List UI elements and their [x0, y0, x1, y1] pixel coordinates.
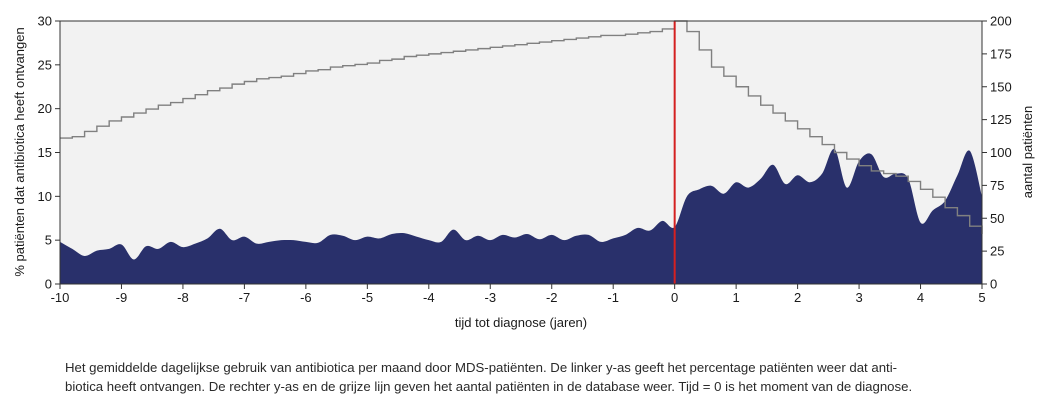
y-left-tick-label: 20	[38, 101, 52, 116]
y-right-tick-label: 0	[990, 277, 997, 292]
x-tick-label: 5	[978, 290, 985, 305]
y-left-tick-label: 25	[38, 57, 52, 72]
caption-line-1: Het gemiddelde dagelijkse gebruik van an…	[65, 360, 898, 375]
x-tick-label: -3	[484, 290, 496, 305]
y-right-tick-label: 125	[990, 112, 1012, 127]
y-right-tick-label: 200	[990, 14, 1012, 29]
x-tick-label: -8	[177, 290, 189, 305]
patient-count-series	[60, 20, 983, 235]
caption-line-2: biotica heeft ontvangen. De rechter y-as…	[65, 379, 913, 394]
x-tick-label: -2	[546, 290, 558, 305]
figure-caption: Het gemiddelde dagelijkse gebruik van an…	[65, 358, 1015, 396]
y-axis-left-label: % patiënten dat antibiotica heeft ontvan…	[12, 27, 27, 276]
x-tick-label: 2	[794, 290, 801, 305]
patient-count-line	[60, 20, 983, 235]
y-right-tick-label: 50	[990, 211, 1004, 226]
y-left-tick-label: 30	[38, 14, 52, 29]
antibiotics-area	[60, 148, 982, 284]
y-axis-right-label: aantal patiënten	[1020, 106, 1035, 199]
x-axis-label: tijd tot diagnose (jaren)	[455, 315, 587, 330]
x-tick-label: -5	[362, 290, 374, 305]
x-tick-label: -6	[300, 290, 312, 305]
chart: -10 -9 -8 -7 -6 -5 -4 -3 -2 -1 0 1 2 3 4 50510152025300…	[12, 14, 1035, 331]
antibiotics-area-series	[60, 148, 982, 284]
x-tick-label: -7	[239, 290, 251, 305]
x-tick-label: 0	[671, 290, 678, 305]
y-left-tick-label: 15	[38, 145, 52, 160]
y-left-tick-label: 10	[38, 189, 52, 204]
y-right-tick-label: 25	[990, 244, 1004, 259]
x-tick-label: -1	[607, 290, 619, 305]
x-tick-label: -4	[423, 290, 435, 305]
y-right-tick-label: 150	[990, 79, 1012, 94]
tick-labels: -10 -9 -8 -7 -6 -5 -4 -3 -2 -1 0 1 2 3 4 50510152025300…	[38, 14, 1012, 306]
x-tick-label: 1	[733, 290, 740, 305]
x-tick-label: -9	[116, 290, 128, 305]
y-right-tick-label: 175	[990, 46, 1012, 61]
y-left-tick-label: 5	[45, 233, 52, 248]
y-right-tick-label: 75	[990, 178, 1004, 193]
y-right-tick-label: 100	[990, 145, 1012, 160]
x-tick-label: -10	[51, 290, 70, 305]
x-tick-label: 4	[917, 290, 924, 305]
x-tick-label: 3	[855, 290, 862, 305]
y-left-tick-label: 0	[45, 277, 52, 292]
